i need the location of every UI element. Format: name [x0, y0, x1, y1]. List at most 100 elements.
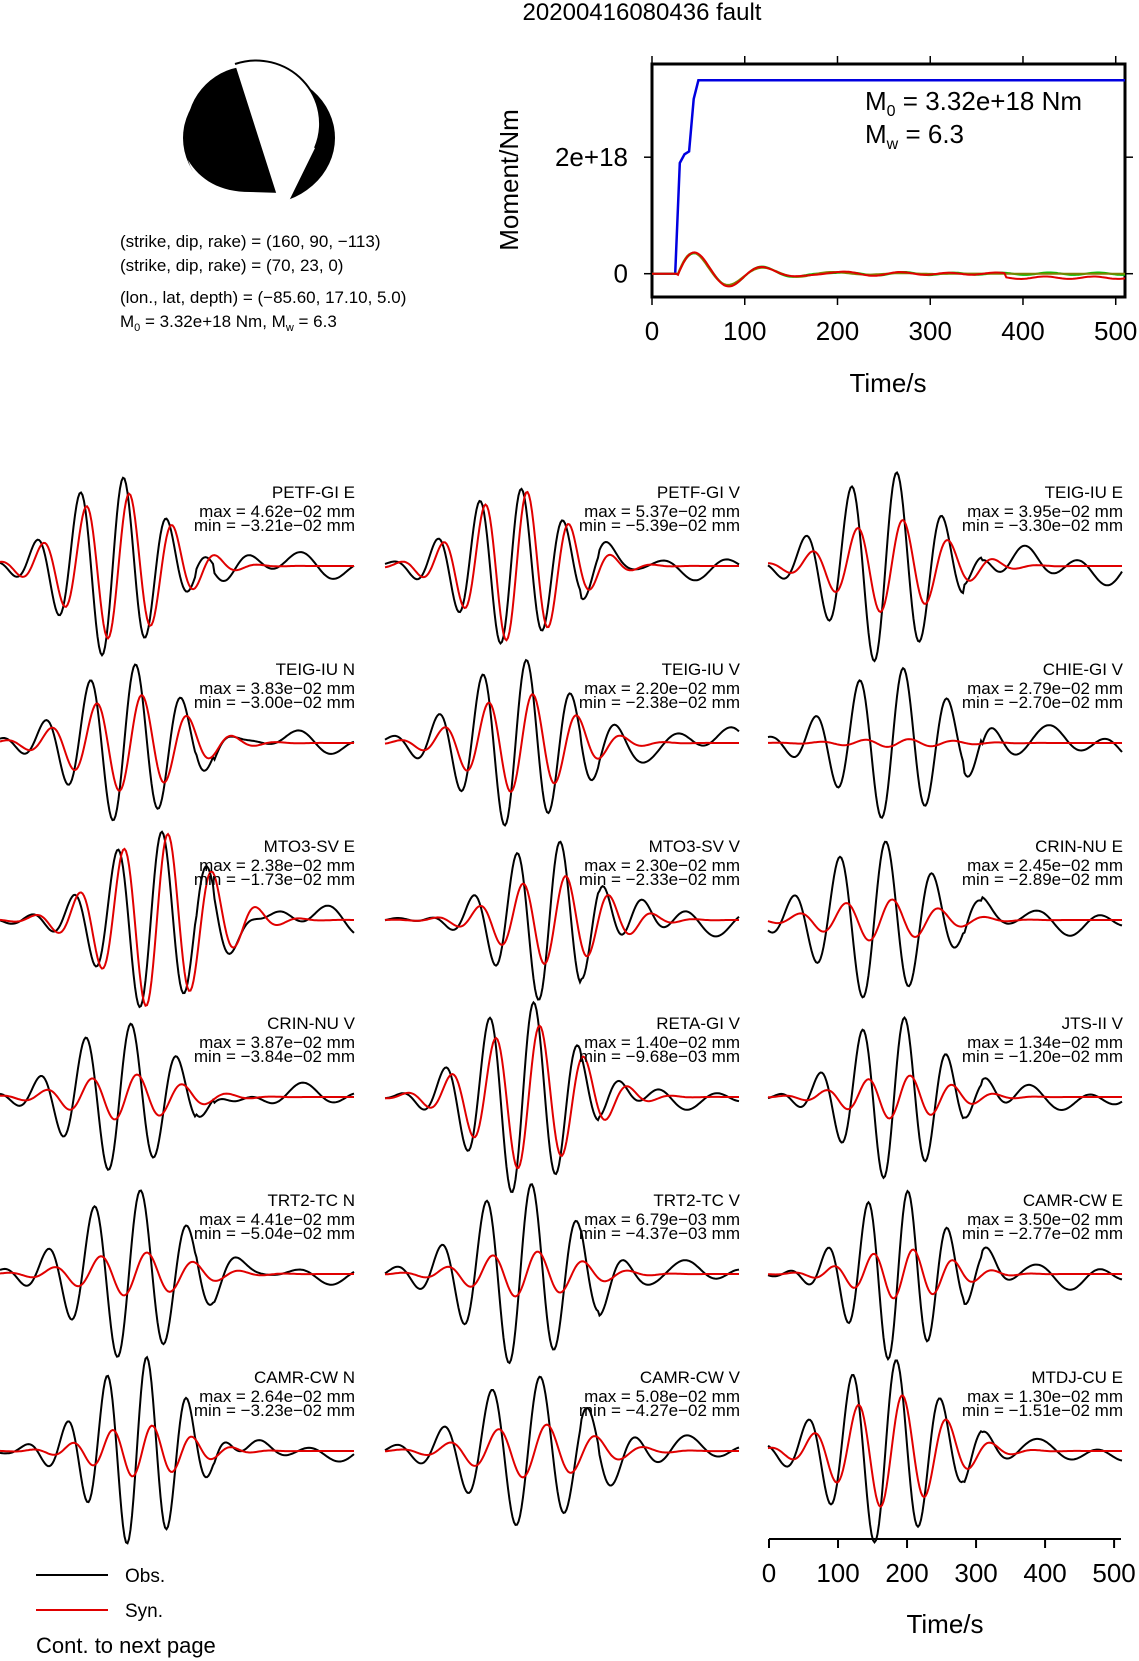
moment-series-line	[652, 79, 1125, 275]
trace-max-label: max = 2.45e−02 mm	[967, 856, 1123, 875]
trace-max-label: max = 6.79e−03 mm	[584, 1210, 740, 1229]
waveform-time-axis: 0 100 200 300 400 500	[762, 1538, 1136, 1588]
trace-obs-line	[0, 1189, 355, 1358]
moment-xtick-label: 400	[1001, 316, 1044, 346]
waveform-time-axis-label: Time/s	[906, 1609, 983, 1639]
trace-max-label: max = 5.08e−02 mm	[584, 1387, 740, 1406]
source-info-line2: (strike, dip, rake) = (70, 23, 0)	[120, 256, 343, 275]
trace-obs-line	[384, 1000, 740, 1193]
trace-syn-line	[385, 875, 739, 966]
trace-station-label: TEIG-IU N	[276, 660, 355, 679]
moment-xtick-label: 500	[1094, 316, 1137, 346]
trace-obs-line	[384, 840, 740, 1001]
trace-max-label: max = 2.64e−02 mm	[199, 1387, 355, 1406]
time-axis-tick-label: 0	[762, 1558, 776, 1588]
trace-max-label: max = 2.38e−02 mm	[199, 856, 355, 875]
trace-obs-line	[767, 470, 1123, 663]
trace-min-label: min = −1.20e−02 mm	[962, 1047, 1123, 1066]
trace-syn-line	[0, 832, 354, 1007]
moment-chart-frame	[650, 62, 1127, 299]
trace-station-label: TRT2-TC N	[267, 1191, 355, 1210]
trace-syn-line	[767, 1394, 1122, 1509]
trace-station-label: JTS-II V	[1062, 1014, 1124, 1033]
moment-chart-xlabel: Time/s	[849, 368, 926, 398]
moment-rate-line	[652, 251, 1126, 288]
trace-max-label: max = 3.83e−02 mm	[199, 679, 355, 698]
trace-syn-line	[0, 694, 354, 792]
trace-obs-line	[767, 1189, 1123, 1361]
trace-min-label: min = −1.51e−02 mm	[962, 1401, 1123, 1420]
trace-station-label: RETA-GI V	[656, 1014, 740, 1033]
moment-chart-plot	[652, 79, 1126, 288]
trace-min-label: min = −3.21e−02 mm	[194, 516, 355, 535]
moment-xtick-label: 100	[723, 316, 766, 346]
trace-min-label: min = −5.39e−02 mm	[579, 516, 740, 535]
legend-syn-label: Syn.	[125, 1601, 163, 1622]
trace-station-label: TRT2-TC V	[653, 1191, 740, 1210]
trace-obs-line	[384, 1183, 740, 1365]
trace-max-label: max = 1.40e−02 mm	[584, 1033, 740, 1052]
source-info-line4: M0 = 3.32e+18 Nm, Mw = 6.3	[120, 312, 337, 334]
trace-syn-line	[384, 693, 739, 794]
trace-obs-line	[384, 487, 740, 645]
moment-chart-y-axis: 0 2e+18	[555, 142, 1133, 289]
moment-ytick-label: 2e+18	[555, 142, 628, 172]
time-axis-tick-label: 500	[1092, 1558, 1135, 1588]
trace-station-label: TEIG-IU E	[1045, 483, 1123, 502]
trace-min-label: min = −3.23e−02 mm	[194, 1401, 355, 1420]
trace-obs-line	[384, 1375, 740, 1526]
trace-min-label: min = −2.77e−02 mm	[962, 1224, 1123, 1243]
trace-min-label: min = −5.04e−02 mm	[194, 1224, 355, 1243]
trace-min-label: min = −3.84e−02 mm	[194, 1047, 355, 1066]
trace-station-label: PETF-GI E	[272, 483, 355, 502]
moment-chart-annot-mw: Mw = 6.3	[865, 119, 964, 153]
trace-max-label: max = 1.34e−02 mm	[967, 1033, 1123, 1052]
trace-syn-line	[0, 1073, 354, 1121]
trace-syn-line	[385, 1024, 739, 1169]
trace-obs-line	[767, 1015, 1123, 1180]
time-axis-tick-label: 300	[954, 1558, 997, 1588]
trace-syn-line	[767, 1248, 1122, 1300]
trace-min-label: min = −2.38e−02 mm	[579, 693, 740, 712]
trace-min-label: min = −2.89e−02 mm	[962, 870, 1123, 889]
moment-xtick-label: 200	[816, 316, 859, 346]
moment-rate-line	[652, 252, 1126, 287]
trace-max-label: max = 2.79e−02 mm	[967, 679, 1123, 698]
trace-syn-line	[0, 1424, 354, 1478]
trace-min-label: min = −4.37e−03 mm	[579, 1224, 740, 1243]
time-axis-tick-label: 400	[1023, 1558, 1066, 1588]
trace-syn-line	[384, 1423, 739, 1479]
trace-station-label: MTO3-SV V	[649, 837, 741, 856]
trace-obs-line	[0, 663, 355, 822]
trace-obs-line	[767, 840, 1123, 999]
trace-station-label: TEIG-IU V	[662, 660, 741, 679]
trace-obs-line	[0, 1022, 355, 1171]
moment-ytick-label: 0	[614, 259, 628, 289]
trace-station-label: CHIE-GI V	[1043, 660, 1124, 679]
trace-station-label: CAMR-CW V	[640, 1368, 741, 1387]
source-info: (strike, dip, rake) = (160, 90, −113) (s…	[120, 232, 406, 334]
source-info-line1: (strike, dip, rake) = (160, 90, −113)	[120, 232, 380, 251]
trace-min-label: min = −2.33e−02 mm	[579, 870, 740, 889]
trace-obs-line	[0, 476, 355, 657]
trace-min-label: min = −3.30e−02 mm	[962, 516, 1123, 535]
continued-note: Cont. to next page	[36, 1633, 216, 1658]
trace-station-label: CRIN-NU V	[267, 1014, 355, 1033]
trace-min-label: min = −2.70e−02 mm	[962, 693, 1123, 712]
trace-min-label: min = −9.68e−03 mm	[579, 1047, 740, 1066]
trace-syn-line	[385, 1250, 739, 1298]
trace-station-label: CAMR-CW E	[1023, 1191, 1123, 1210]
